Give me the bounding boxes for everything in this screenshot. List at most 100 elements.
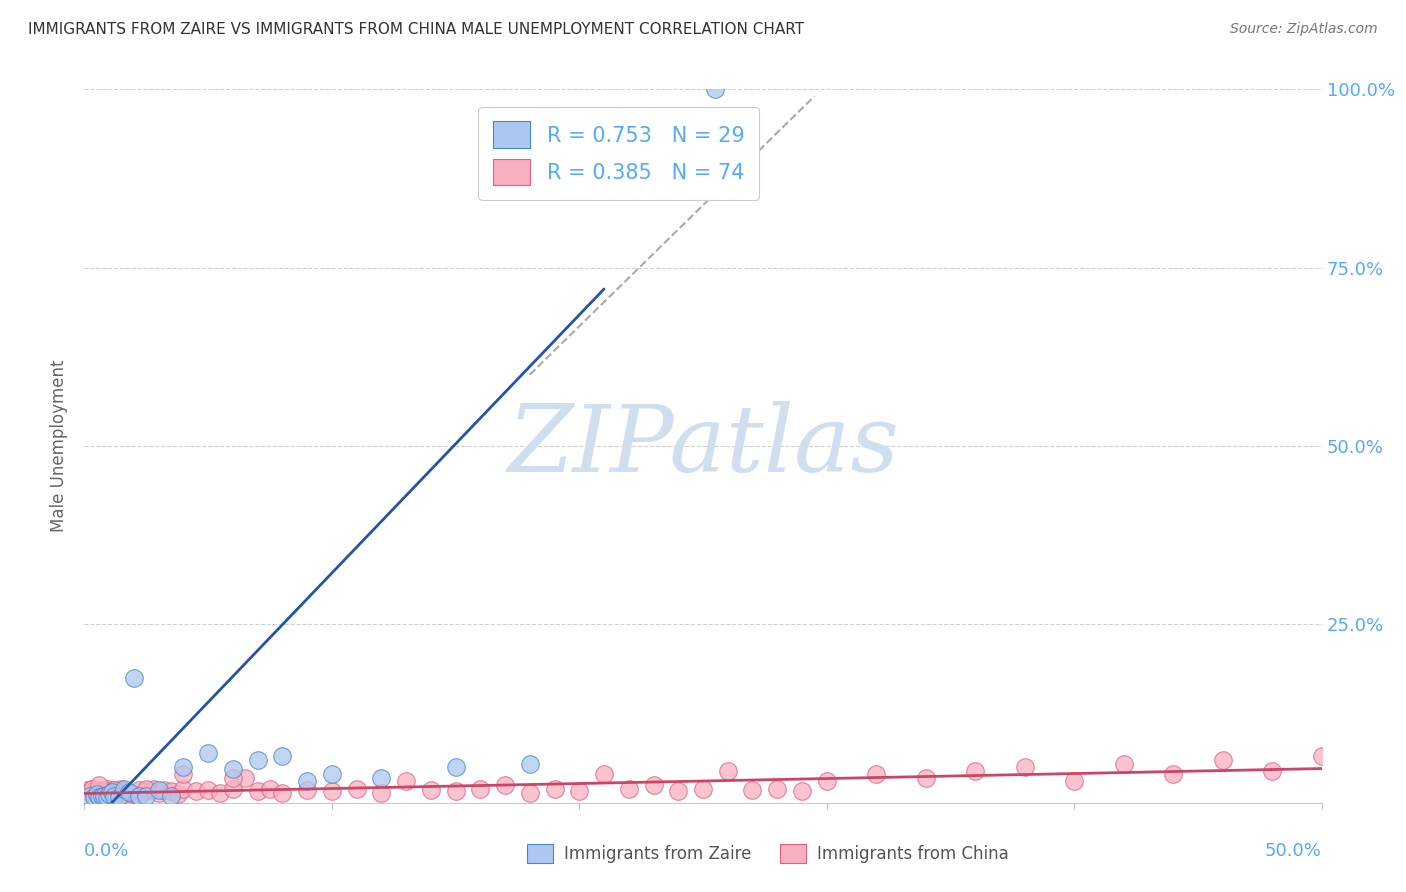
Legend: R = 0.753   N = 29, R = 0.385   N = 74: R = 0.753 N = 29, R = 0.385 N = 74	[478, 107, 759, 200]
Point	[118, 786, 141, 800]
Point	[1212, 753, 1234, 767]
Point	[122, 787, 145, 801]
Point	[444, 760, 467, 774]
Point	[79, 785, 101, 799]
Point	[135, 781, 157, 796]
Point	[80, 781, 103, 796]
Point	[184, 784, 207, 798]
Point	[83, 787, 105, 801]
Point	[103, 783, 125, 797]
Point	[346, 781, 368, 796]
Point	[246, 753, 269, 767]
Point	[965, 764, 987, 778]
Point	[152, 783, 174, 797]
Point	[222, 781, 245, 796]
Point	[1112, 756, 1135, 771]
Point	[643, 778, 665, 792]
Point	[96, 781, 118, 796]
Point	[172, 781, 194, 796]
Point	[135, 784, 157, 798]
Point	[86, 783, 108, 797]
Point	[148, 783, 170, 797]
Point	[370, 771, 392, 785]
Point	[741, 783, 763, 797]
Y-axis label: Male Unemployment: Male Unemployment	[51, 359, 69, 533]
Point	[815, 774, 838, 789]
Point	[704, 82, 727, 96]
Point	[83, 790, 105, 805]
Point	[108, 789, 131, 803]
Point	[766, 781, 789, 796]
Point	[79, 789, 101, 803]
Point	[666, 784, 689, 798]
Point	[197, 783, 219, 797]
Point	[96, 789, 118, 803]
Point	[148, 786, 170, 800]
Point	[98, 784, 121, 798]
Point	[519, 756, 541, 771]
Point	[246, 784, 269, 798]
Point	[142, 781, 165, 796]
Point	[444, 784, 467, 798]
Point	[100, 785, 122, 799]
Text: Immigrants from China: Immigrants from China	[817, 845, 1008, 863]
Text: Source: ZipAtlas.com: Source: ZipAtlas.com	[1230, 22, 1378, 37]
Point	[160, 789, 183, 803]
Point	[271, 786, 294, 800]
Point	[395, 774, 418, 789]
Point	[470, 781, 492, 796]
Point	[76, 783, 98, 797]
Point	[86, 787, 108, 801]
Point	[172, 760, 194, 774]
Text: 50.0%: 50.0%	[1265, 842, 1322, 860]
Text: 0.0%: 0.0%	[84, 842, 129, 860]
Point	[122, 671, 145, 685]
Point	[89, 790, 111, 805]
Point	[112, 781, 135, 796]
Point	[568, 784, 591, 798]
Point	[1161, 767, 1184, 781]
Point	[617, 781, 640, 796]
Point	[89, 778, 111, 792]
Point	[90, 784, 112, 798]
Point	[118, 785, 141, 799]
Point	[593, 767, 616, 781]
Point	[790, 784, 813, 798]
Point	[110, 787, 132, 801]
Point	[80, 781, 103, 796]
Point	[112, 784, 135, 798]
Point	[103, 783, 125, 797]
Point	[98, 787, 121, 801]
Point	[271, 749, 294, 764]
Point	[128, 783, 150, 797]
Point	[1261, 764, 1284, 778]
Point	[135, 789, 157, 803]
Text: IMMIGRANTS FROM ZAIRE VS IMMIGRANTS FROM CHINA MALE UNEMPLOYMENT CORRELATION CHA: IMMIGRANTS FROM ZAIRE VS IMMIGRANTS FROM…	[28, 22, 804, 37]
Point	[914, 771, 936, 785]
Point	[96, 790, 118, 805]
Point	[222, 771, 245, 785]
Point	[295, 783, 318, 797]
Point	[1310, 749, 1333, 764]
Point	[1014, 760, 1036, 774]
Point	[1063, 774, 1085, 789]
Point	[167, 787, 190, 801]
Point	[110, 781, 132, 796]
Point	[90, 789, 112, 803]
Point	[100, 787, 122, 801]
Point	[209, 786, 232, 800]
Point	[543, 781, 565, 796]
Point	[128, 789, 150, 803]
Point	[692, 781, 714, 796]
Point	[295, 774, 318, 789]
Text: Immigrants from Zaire: Immigrants from Zaire	[564, 845, 751, 863]
Point	[172, 767, 194, 781]
Point	[89, 786, 111, 800]
Point	[494, 778, 516, 792]
Point	[321, 784, 343, 798]
Point	[197, 746, 219, 760]
Point	[93, 787, 115, 801]
Point	[717, 764, 740, 778]
Point	[233, 771, 256, 785]
Point	[865, 767, 887, 781]
